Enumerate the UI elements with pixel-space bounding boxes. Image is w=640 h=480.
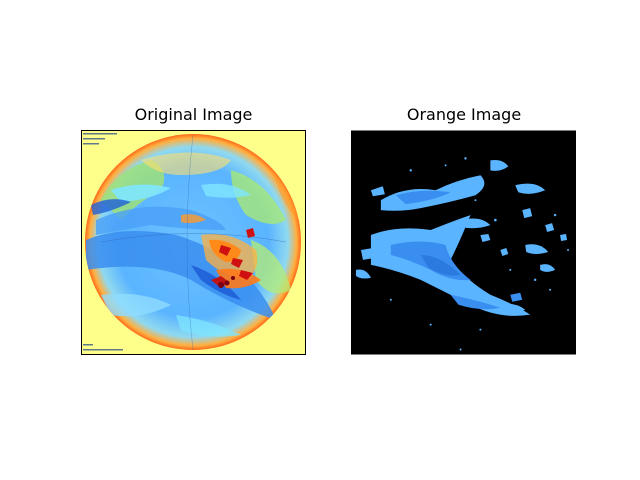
right-axes-frame xyxy=(351,130,576,355)
corner-annotations xyxy=(83,133,123,351)
original-image-title: Original Image xyxy=(134,105,253,124)
left-axes-frame xyxy=(81,130,306,355)
cloud-features xyxy=(85,134,299,350)
orange-image-panel xyxy=(351,130,576,355)
masked-clouds xyxy=(355,157,570,351)
orange-image-title: Orange Image xyxy=(406,105,522,124)
storm-region xyxy=(181,214,261,289)
original-image-panel xyxy=(81,130,306,355)
